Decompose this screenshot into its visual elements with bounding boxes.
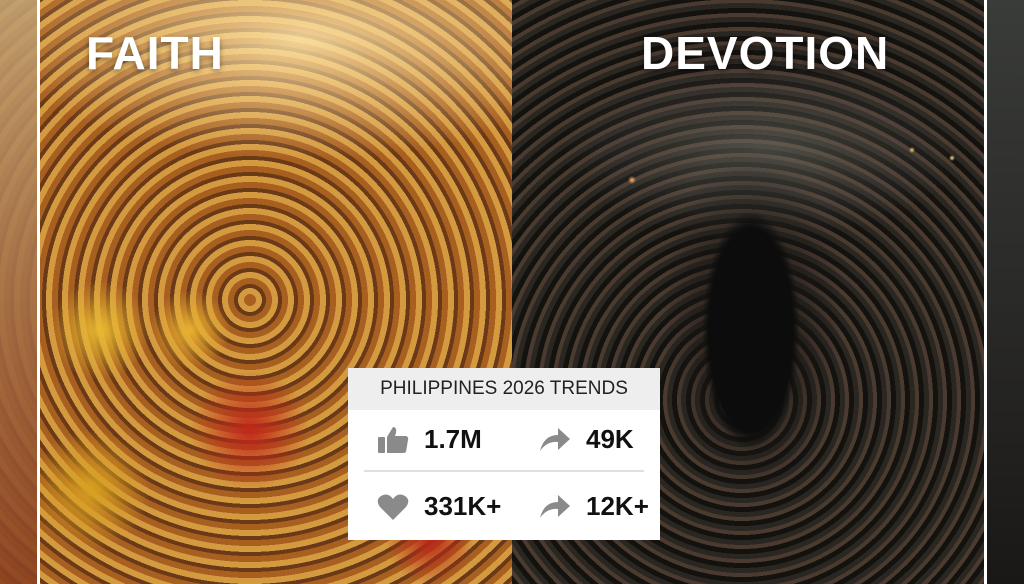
hearts-stat: 331K+ — [376, 491, 501, 522]
share-arrow-icon — [540, 427, 570, 451]
trends-card: PHILIPPINES 2026 TRENDS 1.7M 49K 331K+ 1… — [348, 368, 660, 540]
reposts-value: 12K+ — [586, 491, 649, 521]
likes-value: 1.7M — [424, 424, 482, 454]
heart-icon — [377, 494, 409, 520]
card-divider — [364, 470, 644, 472]
shares-value: 49K — [586, 424, 634, 454]
faith-title: FAITH — [86, 27, 224, 79]
hearts-value: 331K+ — [424, 491, 502, 521]
likes-stat: 1.7M — [376, 424, 482, 455]
shares-stat: 49K — [538, 424, 634, 455]
card-heading: PHILIPPINES 2026 TRENDS — [348, 368, 660, 410]
thumbs-up-icon — [378, 426, 409, 453]
share-arrow-icon — [540, 494, 570, 518]
stats-row: 1.7M 49K — [348, 416, 660, 466]
stats-row: 331K+ 12K+ — [348, 483, 660, 533]
devotion-title: DEVOTION — [641, 27, 890, 79]
left-edge-strip — [0, 0, 38, 584]
divider-line-right — [984, 0, 987, 584]
reposts-stat: 12K+ — [538, 491, 649, 522]
right-edge-strip — [986, 0, 1024, 584]
statue-silhouette — [676, 140, 826, 480]
divider-line-left — [37, 0, 40, 584]
